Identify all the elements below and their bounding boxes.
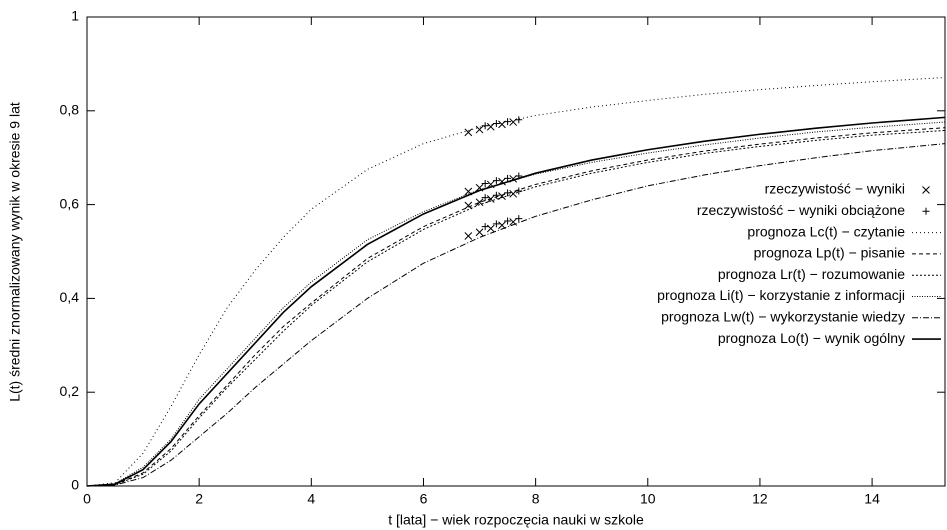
series-line <box>86 127 946 487</box>
point <box>922 207 930 215</box>
x-tick-label: 14 <box>864 491 880 507</box>
point <box>486 224 495 233</box>
plot-frame <box>86 16 946 487</box>
x-tick-label: 0 <box>83 491 91 507</box>
point <box>486 122 495 131</box>
y-tick-label: 0,6 <box>60 195 80 211</box>
point <box>481 194 489 202</box>
legend-label: prognoza Li(t) − korzystanie z informacj… <box>657 287 905 303</box>
series-line <box>86 143 946 487</box>
y-tick-label: 1 <box>71 8 79 24</box>
legend-label: prognoza Lc(t) − czytanie <box>747 223 905 239</box>
point <box>464 128 473 137</box>
point <box>475 228 484 237</box>
y-tick-label: 0 <box>71 477 79 493</box>
x-tick-label: 4 <box>307 491 315 507</box>
y-tick-label: 0,8 <box>60 102 80 118</box>
series-line <box>86 121 946 487</box>
x-tick-label: 2 <box>195 491 203 507</box>
point <box>922 186 930 194</box>
point <box>498 192 506 201</box>
legend-label: prognoza Lw(t) − wykorzystanie wiedzy <box>661 309 905 325</box>
point <box>515 116 523 124</box>
point <box>464 201 473 210</box>
point <box>492 191 500 199</box>
point <box>492 220 500 228</box>
point <box>475 198 484 207</box>
point <box>464 232 473 240</box>
point <box>504 174 512 182</box>
series-line <box>86 129 946 487</box>
point <box>492 177 500 185</box>
legend-label: prognoza Lo(t) − wynik ogólny <box>718 330 905 346</box>
point <box>515 215 523 223</box>
point <box>504 217 512 225</box>
x-tick-label: 12 <box>752 491 768 507</box>
y-tick-label: 0,4 <box>60 289 80 305</box>
x-tick-label: 6 <box>420 491 428 507</box>
point <box>481 179 489 187</box>
point <box>498 221 506 230</box>
series-line <box>86 116 946 487</box>
x-tick-label: 8 <box>532 491 540 507</box>
point <box>481 122 489 130</box>
y-axis-label: L(t) średni znormalizowany wynik w okres… <box>7 102 23 402</box>
legend-label: rzeczywistość − wyniki obciążone <box>697 202 905 218</box>
legend-label: prognoza Lr(t) − rozumowanie <box>718 266 905 282</box>
point <box>481 223 489 231</box>
legend-label: rzeczywistość − wyniki <box>765 181 905 197</box>
legend-label: prognoza Lp(t) − pisanie <box>754 245 906 261</box>
y-tick-label: 0,2 <box>60 383 80 399</box>
point <box>475 125 484 134</box>
x-axis-label: t [lata] − wiek rozpoczęcia nauki w szko… <box>388 512 644 528</box>
x-tick-label: 10 <box>640 491 656 507</box>
